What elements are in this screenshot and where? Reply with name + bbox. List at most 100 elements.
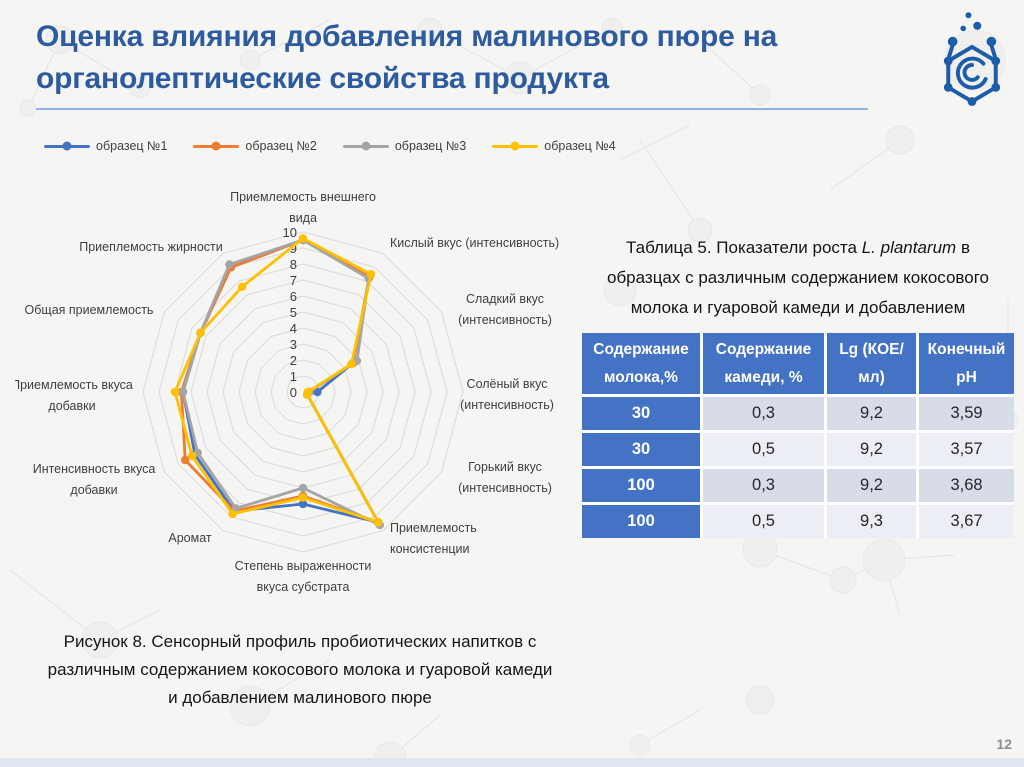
radar-category-label: Общая приемлемость: [25, 303, 154, 317]
legend-marker-icon: [342, 141, 389, 151]
radar-series-marker: [347, 359, 356, 369]
radar-category-label: Аромат: [168, 531, 212, 545]
radar-category-label: Сладкий вкус (интенсивность): [458, 292, 552, 327]
figure-caption: Рисунок 8. Сенсорный профиль пробиотичес…: [47, 632, 553, 707]
table-header-cell: Конечный pH: [919, 333, 1014, 394]
radar-axis-tick-label: 10: [283, 225, 297, 240]
radar-axis-tick-label: 0: [290, 385, 297, 400]
bottom-accent-strip: [0, 758, 1024, 767]
radar-series-marker: [238, 282, 247, 291]
radar-category-label: Солёный вкус (интенсивность): [460, 377, 554, 412]
table-title-prefix: Таблица 5. Показатели роста: [626, 238, 862, 257]
radar-axis-tick-label: 7: [290, 273, 297, 288]
radar-axis-tick-label: 4: [290, 321, 297, 336]
legend-label: образец №4: [544, 139, 616, 153]
radar-series-line-1: [181, 238, 380, 524]
radar-series-marker: [298, 499, 308, 509]
radar-series-marker: [181, 455, 190, 465]
table-data-cell: 9,2: [827, 433, 916, 466]
table-data-cell: 9,3: [827, 505, 916, 538]
table-rowheader-cell: 30: [582, 397, 700, 430]
radar-category-label: Приемлемость вкуса добавки: [15, 378, 133, 413]
table-data-cell: 3,59: [919, 397, 1014, 430]
radar-series-marker: [298, 483, 308, 493]
table-data-cell: 3,67: [919, 505, 1014, 538]
radar-axis-tick-label: 8: [290, 257, 297, 272]
legend-label: образец №3: [394, 139, 467, 153]
radar-axis-tick-label: 3: [290, 337, 297, 352]
radar-grid-ring: [254, 343, 352, 441]
radar-category-label: Приеплемость жирности: [79, 240, 223, 254]
radar-category-label: Приемлемость внешнего вида: [230, 190, 376, 225]
table-rowheader-cell: 100: [582, 505, 700, 538]
radar-grid-ring: [158, 247, 448, 537]
radar-series-marker: [196, 328, 205, 337]
legend-item-4: образец №4: [492, 139, 616, 153]
radar-axis-tick-label: 5: [290, 305, 297, 320]
radar-axis-tick-label: 1: [290, 369, 297, 384]
table-title-suffix: в образцах с различным содержанием кокос…: [606, 238, 990, 347]
radar-grid-ring: [238, 327, 368, 457]
radar-axis-tick-label: 6: [290, 289, 297, 304]
radar-series-marker: [366, 270, 376, 279]
table-data-cell: 0,3: [703, 469, 824, 502]
chart-legend: образец №1 образец №2 образец №3 образец №4: [44, 139, 616, 153]
legend-marker-icon: [193, 141, 240, 151]
radar-series-marker: [374, 518, 383, 527]
chemistry-flask-logo-icon: [943, 12, 1001, 106]
radar-category-label: Кислый вкус (интенсивность): [390, 236, 559, 250]
table-data-cell: 0,5: [703, 505, 824, 538]
legend-label: образец №1: [96, 139, 168, 153]
radar-axis-tick-label: 2: [290, 353, 297, 368]
table-header-cell: Содержание молока,%: [582, 333, 700, 394]
legend-dot-icon: [62, 141, 72, 151]
table-header-cell: Содержание камеди, %: [703, 333, 824, 394]
radar-series-marker: [178, 387, 188, 397]
radar-series-marker: [170, 387, 180, 397]
table-rowheader-cell: 100: [582, 469, 700, 502]
radar-category-label: Интенсивность вкуса добавки: [33, 462, 156, 497]
radar-category-label: Приемлемость консистенции: [390, 521, 477, 556]
legend-label: образец №2: [245, 139, 317, 153]
table-data-cell: 3,68: [919, 469, 1014, 502]
radar-grid-ring: [286, 375, 320, 409]
radar-series-marker: [303, 390, 312, 399]
radar-series-marker: [298, 234, 308, 243]
table-header-cell: Lg (КОЕ/мл): [827, 333, 916, 394]
radar-series-marker: [313, 387, 322, 397]
legend-marker-icon: [492, 141, 539, 151]
legend-marker-icon: [44, 141, 90, 151]
table-data-cell: 3,57: [919, 433, 1014, 466]
radar-grid-ring: [206, 295, 400, 489]
radar-category-label: Горький вкус (интенсивность): [458, 460, 552, 495]
radar-grid-ring: [190, 279, 416, 505]
radar-category-label: Степень выраженности вкуса субстрата: [235, 559, 372, 594]
title-underline: [36, 108, 868, 110]
slide-title: Оценка влияния добавления малинового пюр…: [36, 20, 778, 95]
radar-axis-tick-label: 9: [290, 241, 297, 256]
table-data-cell: 0,3: [703, 397, 824, 430]
legend-dot-icon: [510, 141, 520, 151]
table-data-cell: 9,2: [827, 469, 916, 502]
radar-series-marker: [228, 509, 237, 519]
radar-grid-ring: [270, 359, 336, 425]
legend-item-1: образец №1: [44, 139, 167, 153]
table-title-species-italic: L. plantarum: [861, 238, 957, 257]
table-rowheader-cell: 30: [582, 433, 700, 466]
legend-dot-icon: [211, 141, 221, 151]
radar-series-marker: [225, 260, 234, 269]
legend-item-3: образец №3: [342, 139, 467, 153]
table-data-cell: 0,5: [703, 433, 824, 466]
growth-table: Содержание молока,% Содержание камеди, % L…: [582, 333, 1014, 538]
page-number: 12: [996, 736, 1012, 752]
radar-series-marker: [298, 493, 308, 502]
table-data-cell: 9,2: [827, 397, 916, 430]
legend-dot-icon: [361, 141, 371, 151]
radar-series-marker: [187, 451, 197, 461]
legend-item-2: образец №2: [193, 139, 317, 153]
table-title: Таблица 5. Показатели роста L. plantarum…: [582, 233, 1014, 353]
radar-grid-ring: [142, 231, 464, 553]
radar-chart: 0 1 2 3 4 5 6 7 8 9 10 Приемлемость внешнего вида Кис…: [11, 175, 595, 615]
radar-grid-ring: [174, 263, 432, 521]
